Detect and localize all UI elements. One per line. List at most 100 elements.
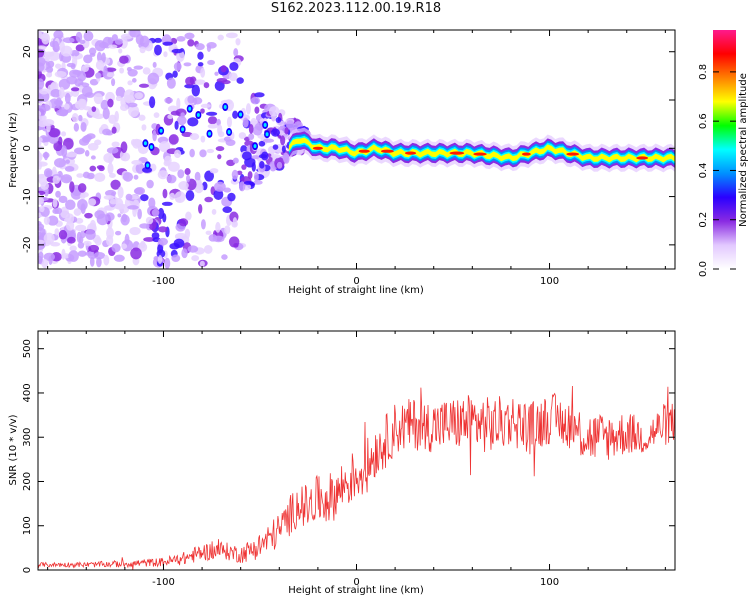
spectrogram-ytick-label: 0 — [22, 145, 33, 151]
spectrogram-cell — [196, 112, 200, 117]
spectrogram-cell — [170, 110, 180, 116]
snr-ytick-label: 0 — [22, 567, 33, 573]
spectrogram-cell — [96, 257, 102, 268]
spectrogram-cell — [119, 55, 129, 64]
spectrogram-cell — [191, 84, 200, 97]
spectrogram-cell — [205, 111, 218, 116]
spectrogram-cell — [67, 236, 76, 244]
spectrogram-cell — [69, 245, 77, 252]
spectrogram-cell — [89, 165, 97, 172]
spectrogram-cell — [89, 78, 99, 86]
spectrogram-cell — [184, 32, 195, 40]
spectrogram-cell — [167, 114, 174, 119]
spectrogram-cell — [38, 239, 45, 244]
spectrogram-cell — [159, 128, 163, 133]
spectrogram-cell — [141, 124, 147, 131]
spectrogram-cell — [66, 76, 78, 85]
snr-ytick-label: 300 — [22, 428, 33, 447]
spectrogram-cell — [282, 152, 289, 163]
spectrogram-cell — [71, 113, 79, 123]
spectrogram-cell — [200, 103, 211, 109]
spectrogram-cell — [254, 106, 260, 114]
spectrogram-cell — [198, 203, 203, 214]
spectrogram-cell — [235, 38, 241, 46]
spectrogram-ridge-peak — [473, 152, 487, 156]
spectrogram-cell — [43, 232, 55, 245]
spectrogram-cell — [96, 51, 102, 63]
spectrogram-cell — [115, 95, 122, 102]
spectrogram-cell — [223, 105, 227, 110]
spectrogram-cell — [105, 205, 112, 211]
spectrogram-cell — [77, 183, 87, 193]
spectrogram-cell — [157, 226, 168, 233]
spectrogram-cell — [284, 127, 289, 135]
spectrogram-cell — [180, 112, 185, 119]
spectrogram-cell — [216, 118, 221, 127]
spectrogram-cell — [113, 254, 125, 262]
spectrogram-cell — [192, 97, 203, 105]
spectrogram-cell — [111, 243, 121, 253]
spectrogram-cell — [152, 61, 157, 68]
spectrogram-cell — [233, 48, 239, 57]
spectrogram-cell — [207, 131, 211, 136]
spectrogram-cell — [207, 116, 218, 125]
spectrogram-ytick-label: -20 — [22, 237, 33, 253]
spectrogram-cell — [162, 41, 174, 46]
spectrogram-cell — [93, 93, 103, 105]
spectrogram-cell — [38, 37, 42, 47]
spectrogram-cell — [191, 255, 200, 262]
spectrogram-cell — [146, 179, 154, 189]
spectrogram-cell — [261, 151, 269, 161]
spectrogram-ytick-label: -10 — [22, 188, 33, 204]
spectrogram-cell — [203, 245, 213, 254]
spectrogram-ridge-peak — [312, 146, 323, 150]
spectrogram-cell — [140, 194, 149, 202]
spectrogram-cell — [40, 181, 49, 190]
spectrogram-cell — [65, 159, 71, 164]
spectrogram-cell — [77, 198, 88, 211]
spectrogram-cell — [175, 197, 182, 203]
spectrogram-cell — [169, 192, 176, 200]
spectrogram-cell — [225, 139, 236, 146]
spectrogram-cell — [82, 171, 90, 179]
spectrogram-cell — [38, 161, 48, 167]
spectrogram-blobs — [38, 30, 312, 269]
spectrogram-cell — [133, 187, 144, 195]
spectrogram-cell — [162, 213, 167, 223]
spectrogram-cell — [156, 249, 166, 258]
spectrogram-cell — [65, 151, 78, 158]
colorbar-tick-label: 0.8 — [698, 64, 709, 80]
spectrogram-cell — [75, 31, 83, 43]
spectrogram-cell — [146, 163, 150, 168]
spectrogram-cell — [147, 72, 160, 85]
spectrogram-cell — [152, 129, 157, 142]
spectrogram-cell — [159, 141, 171, 153]
spectrogram-cell — [104, 212, 115, 222]
spectrogram-ridge-peak — [566, 152, 580, 156]
spectrogram-cell — [127, 69, 138, 77]
spectrogram-cell — [54, 228, 60, 236]
spectrogram-cell — [145, 216, 154, 225]
spectrogram-cell — [138, 114, 146, 121]
spectrogram-cell — [107, 98, 114, 108]
spectrogram-cell — [129, 30, 141, 38]
spectrogram-ridge-peak — [358, 149, 370, 153]
spectrogram-cell — [173, 149, 182, 159]
snr-ytick-label: 400 — [22, 383, 33, 402]
spectrogram-cell — [131, 78, 137, 83]
spectrogram-cell — [238, 132, 247, 139]
spectrogram-cell — [46, 122, 51, 133]
spectrogram-cell — [139, 223, 150, 229]
spectrogram-cell — [115, 230, 122, 236]
spectrogram-cell — [241, 151, 252, 161]
spectrogram-cell — [173, 238, 185, 248]
spectrogram-cell — [243, 180, 254, 185]
snr-frame — [38, 331, 675, 570]
spectrogram-cell — [181, 248, 188, 259]
spectrogram-cell — [85, 228, 96, 240]
spectrogram-cell — [75, 224, 87, 232]
spectrogram-cell — [83, 54, 93, 64]
spectrogram-cell — [142, 166, 153, 173]
